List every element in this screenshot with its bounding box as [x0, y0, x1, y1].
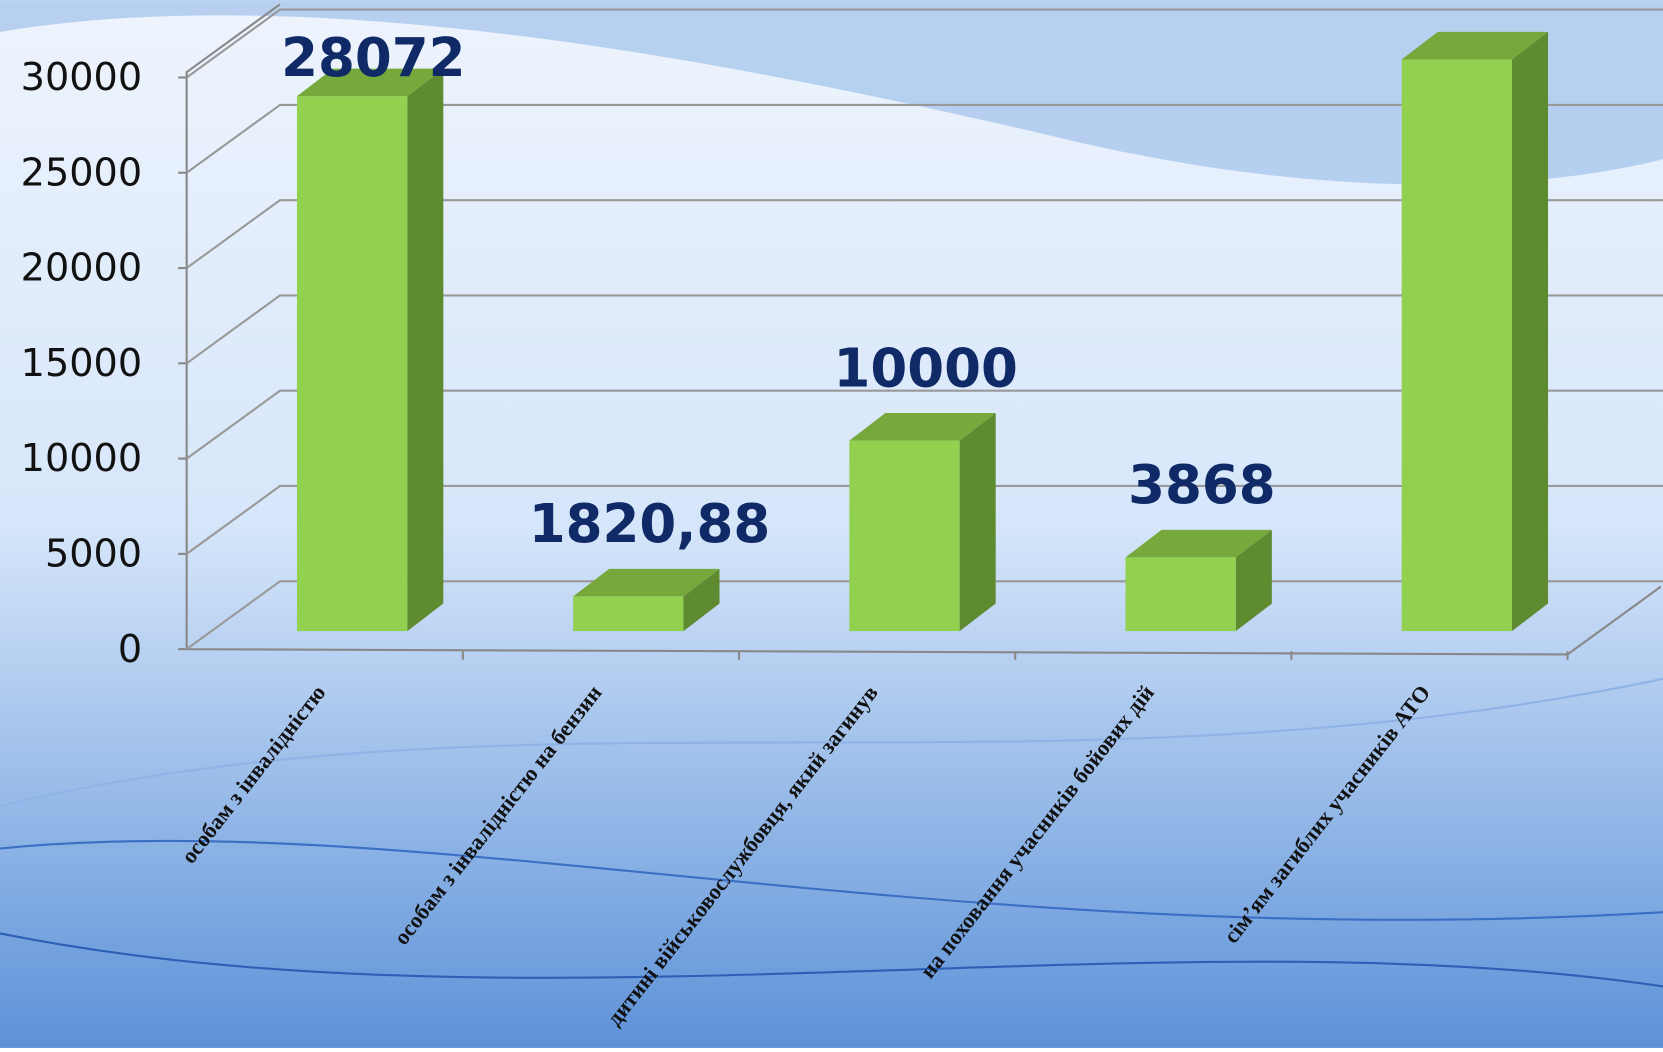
value-label: 1820,88: [529, 493, 770, 555]
bar-side: [1235, 529, 1272, 632]
bar: [849, 440, 960, 632]
grid-line: [186, 199, 1663, 269]
y-tick-label: 0: [118, 628, 142, 672]
grid-line: [186, 484, 1663, 555]
y-tick-label: 15000: [21, 342, 142, 386]
y-tick-label: 30000: [21, 56, 142, 100]
bar-side: [407, 68, 444, 632]
bar-top: [296, 68, 444, 97]
y-tick-label: 25000: [21, 151, 142, 195]
bar: [573, 596, 684, 632]
bar-side: [959, 412, 996, 632]
y-tick-label: 10000: [21, 437, 142, 481]
bar-top: [1125, 529, 1272, 558]
grid-line: [186, 8, 1663, 79]
y-tick-label: 20000: [21, 247, 142, 291]
value-label: 3868: [1128, 454, 1276, 516]
grid-line: [186, 389, 1663, 460]
wave: [0, 677, 1663, 808]
bar-top: [573, 568, 720, 597]
wave: [0, 932, 1663, 988]
bar-top: [1401, 31, 1549, 60]
wave: [0, 0, 1663, 185]
y-tick-label: 5000: [45, 532, 142, 576]
bar: [1125, 557, 1236, 632]
bar: [1401, 59, 1512, 632]
bar: [296, 96, 408, 632]
value-label: 10000: [833, 337, 1017, 399]
grid-line: [186, 103, 1663, 174]
value-label: 28072: [281, 27, 465, 89]
wave: [0, 839, 1663, 921]
bar-top: [849, 412, 996, 441]
grid-line: [186, 294, 1663, 365]
bar-side: [1511, 31, 1549, 632]
bar-side: [683, 568, 720, 632]
